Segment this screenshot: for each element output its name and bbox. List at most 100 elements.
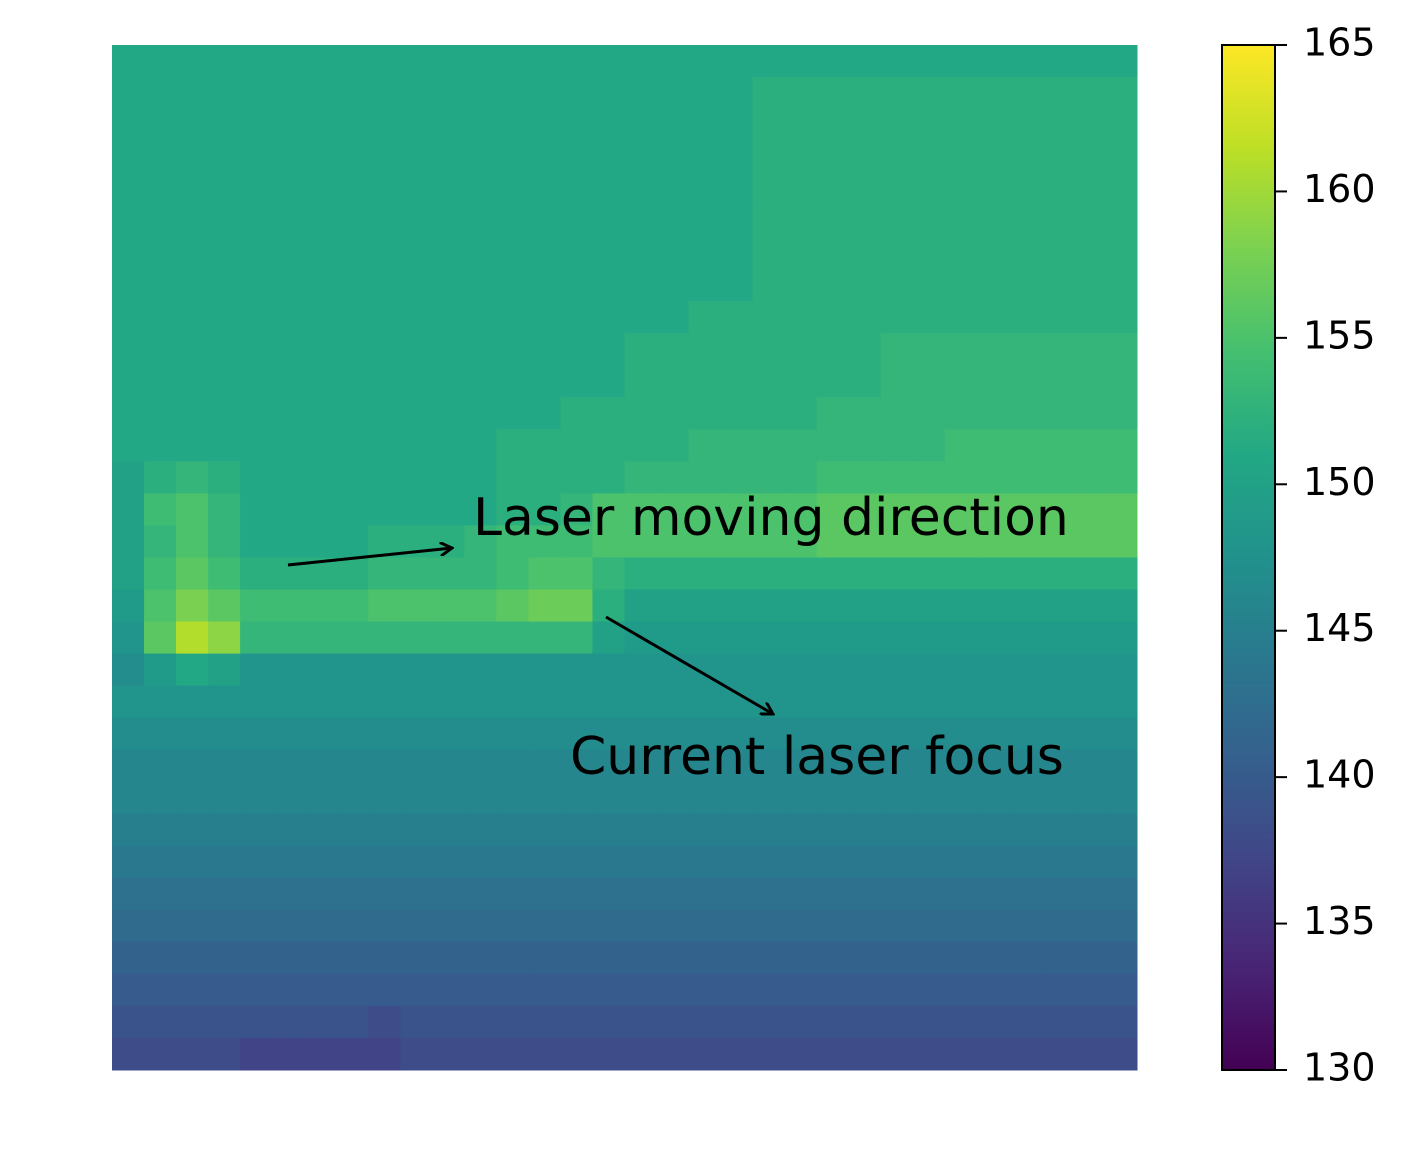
cell bbox=[848, 1037, 882, 1071]
cell bbox=[912, 621, 946, 655]
cell bbox=[976, 205, 1010, 238]
cell bbox=[1040, 333, 1074, 366]
cell bbox=[432, 557, 465, 591]
cell bbox=[176, 877, 209, 911]
cell bbox=[688, 557, 722, 591]
cell bbox=[688, 333, 722, 366]
cell bbox=[1040, 173, 1074, 206]
cell bbox=[976, 269, 1010, 302]
colorbar-tick-label: 160 bbox=[1303, 167, 1376, 211]
cell bbox=[688, 141, 722, 174]
cell bbox=[784, 77, 818, 110]
cell bbox=[496, 845, 529, 879]
cell bbox=[688, 717, 722, 751]
cell bbox=[304, 525, 337, 558]
cell bbox=[1008, 525, 1042, 558]
cell bbox=[368, 1005, 401, 1039]
cell bbox=[624, 1005, 658, 1039]
cell bbox=[304, 77, 337, 110]
cell bbox=[1008, 877, 1042, 911]
cell bbox=[784, 717, 818, 751]
colorbar-tick-label: 130 bbox=[1303, 1046, 1376, 1090]
cell bbox=[432, 781, 465, 815]
cell bbox=[240, 525, 273, 558]
cell bbox=[560, 333, 593, 366]
cell bbox=[816, 685, 850, 719]
cell bbox=[1040, 525, 1074, 558]
cell bbox=[912, 717, 946, 751]
cell bbox=[464, 429, 497, 462]
cell bbox=[1104, 1005, 1138, 1039]
cell bbox=[144, 909, 177, 943]
cell bbox=[464, 749, 497, 783]
cell bbox=[848, 493, 882, 526]
cell bbox=[400, 429, 433, 462]
cell bbox=[816, 141, 850, 174]
cell bbox=[304, 749, 337, 783]
cell bbox=[752, 1037, 786, 1071]
cell bbox=[208, 685, 241, 719]
cell bbox=[1040, 365, 1074, 398]
cell bbox=[1008, 397, 1042, 430]
cell bbox=[720, 461, 754, 494]
cell bbox=[976, 1005, 1010, 1039]
cell bbox=[496, 45, 529, 78]
cell bbox=[976, 525, 1010, 558]
cell bbox=[976, 653, 1010, 687]
cell bbox=[272, 845, 305, 879]
cell bbox=[144, 589, 177, 623]
cell bbox=[592, 877, 625, 911]
cell bbox=[336, 429, 369, 462]
cell bbox=[560, 365, 593, 398]
cell bbox=[464, 173, 497, 206]
cell bbox=[720, 205, 754, 238]
cell bbox=[976, 813, 1010, 847]
cell bbox=[432, 1005, 465, 1039]
cell bbox=[240, 749, 273, 783]
cell bbox=[1008, 1005, 1042, 1039]
cell bbox=[1040, 781, 1074, 815]
cell bbox=[240, 205, 273, 238]
cell bbox=[592, 301, 625, 334]
cell bbox=[336, 237, 369, 270]
cell bbox=[1072, 621, 1106, 655]
cell bbox=[944, 653, 978, 687]
cell bbox=[400, 845, 433, 879]
cell bbox=[784, 813, 818, 847]
cell bbox=[944, 45, 978, 78]
cell bbox=[112, 173, 145, 206]
cell bbox=[1104, 909, 1138, 943]
arrow bbox=[287, 548, 452, 567]
cell bbox=[816, 717, 850, 751]
cell bbox=[752, 45, 786, 78]
cell bbox=[560, 589, 593, 623]
cell bbox=[912, 941, 946, 975]
cell bbox=[112, 429, 145, 462]
cell bbox=[720, 621, 754, 655]
cell bbox=[1008, 685, 1042, 719]
cell bbox=[240, 685, 273, 719]
cell bbox=[176, 429, 209, 462]
cell bbox=[720, 589, 754, 623]
cell bbox=[944, 525, 978, 558]
cell bbox=[688, 109, 722, 142]
cell bbox=[912, 301, 946, 334]
cell bbox=[208, 1037, 241, 1071]
cell bbox=[240, 77, 273, 110]
cell bbox=[368, 397, 401, 430]
cell bbox=[304, 205, 337, 238]
cell bbox=[976, 557, 1010, 591]
cell bbox=[528, 301, 561, 334]
cell bbox=[912, 461, 946, 494]
cell bbox=[976, 237, 1010, 270]
cell bbox=[720, 685, 754, 719]
cell bbox=[944, 621, 978, 655]
cell bbox=[432, 397, 465, 430]
cell bbox=[400, 269, 433, 302]
cell bbox=[1008, 557, 1042, 591]
cell bbox=[944, 333, 978, 366]
cell bbox=[336, 397, 369, 430]
cell bbox=[912, 685, 946, 719]
cell bbox=[624, 173, 658, 206]
